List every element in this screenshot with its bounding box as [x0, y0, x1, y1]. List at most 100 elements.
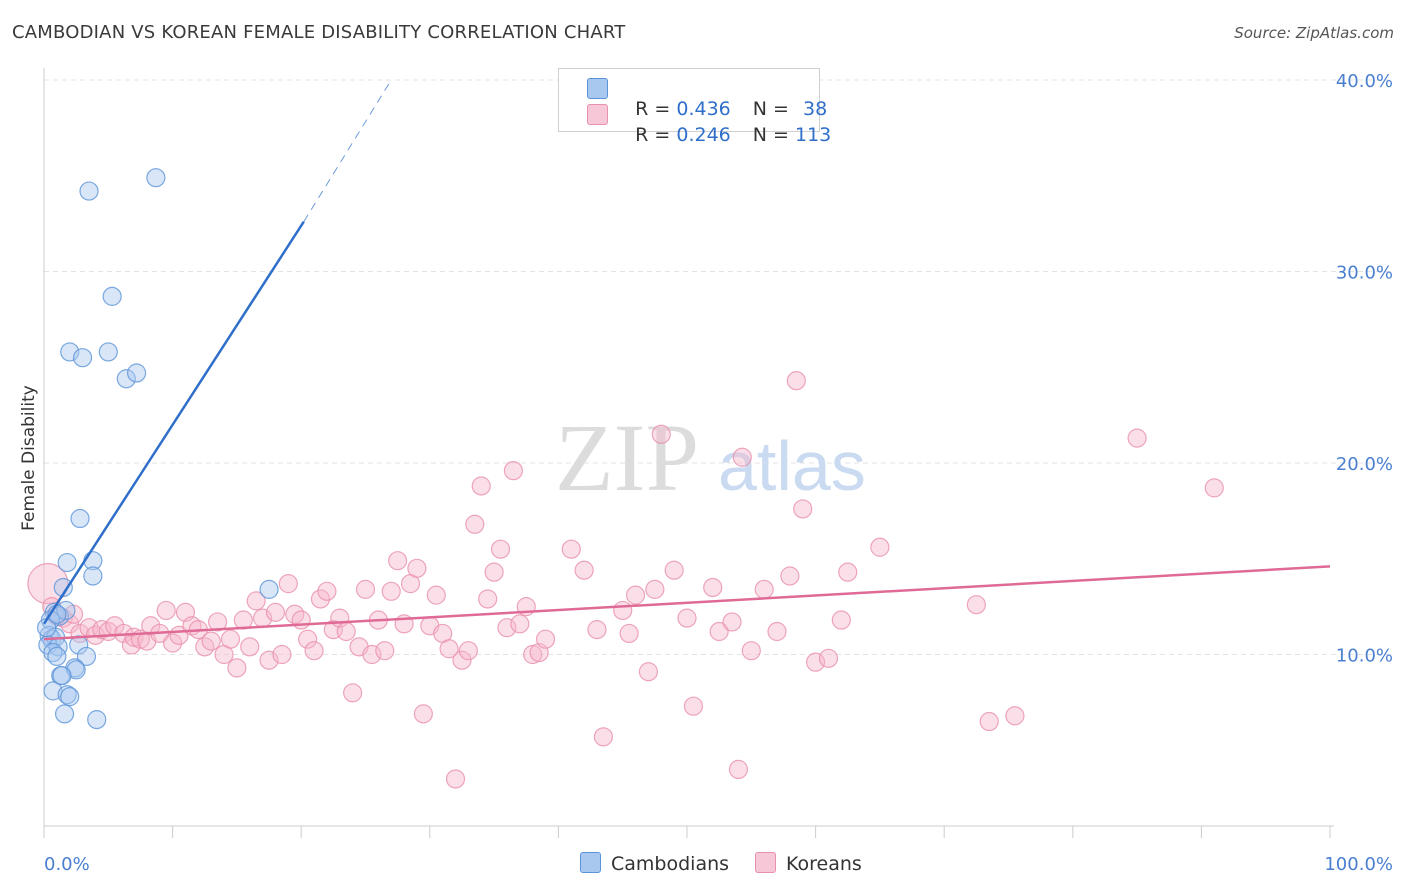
cambodian-point — [72, 348, 93, 368]
cambodian-point — [76, 646, 97, 667]
cambodian-point — [116, 369, 136, 389]
korean-point — [413, 704, 433, 724]
korean-point — [272, 644, 292, 665]
korean-point — [728, 759, 749, 780]
korean-point — [510, 614, 530, 634]
korean-point — [677, 608, 697, 628]
korean-point — [265, 602, 286, 622]
korean-point — [317, 581, 337, 601]
cambodian-point — [60, 687, 80, 707]
korean-point — [355, 579, 376, 599]
korean-point — [246, 591, 266, 611]
korean-point — [304, 641, 324, 661]
korean-point — [683, 696, 704, 716]
cambodian-point — [52, 665, 72, 686]
korean-point — [780, 566, 800, 586]
legend-swatch-blue — [580, 852, 601, 873]
korean-point — [613, 600, 633, 621]
korean-point — [587, 620, 607, 640]
korean-point — [574, 560, 594, 580]
korean-point — [388, 551, 408, 571]
korean-point — [966, 595, 986, 615]
x-tick-label: 0.0% — [44, 854, 90, 875]
legend-r-value: 0.246 — [676, 124, 731, 146]
korean-point — [220, 629, 241, 649]
legend-swatch-pink — [587, 104, 608, 125]
legend-r-value: 0.436 — [676, 98, 731, 120]
cambodian-point — [98, 342, 118, 362]
korean-point — [1127, 428, 1147, 448]
korean-point — [343, 683, 363, 703]
korean-point — [497, 618, 517, 638]
cambodian-point — [57, 552, 77, 573]
trend-lines — [42, 79, 1331, 641]
y-tick-label: 40.0% — [1336, 71, 1393, 92]
legend-n-value: 113 — [795, 124, 832, 146]
korean-point — [786, 371, 806, 391]
korean-point — [651, 424, 671, 444]
chart-source: Source: ZipAtlas.com — [1234, 24, 1394, 42]
korean-point — [818, 648, 839, 668]
legend-label-koreans: Koreans — [786, 853, 862, 875]
stats-legend: R = 0.436 N = 38 R = 0.246 N = 113 — [558, 68, 831, 146]
korean-point — [27, 563, 69, 605]
korean-point — [838, 562, 858, 582]
cambodian-point — [54, 704, 75, 724]
legend-label-cambodians: Cambodians — [611, 853, 730, 875]
korean-point — [709, 621, 729, 642]
korean-point — [831, 610, 851, 630]
legend-row-koreans: R = 0.246 N = 113 — [587, 102, 831, 146]
korean-point — [278, 574, 298, 594]
cambodian-point — [146, 168, 166, 188]
korean-point — [722, 612, 742, 632]
korean-point — [336, 621, 356, 642]
korean-point — [227, 658, 247, 678]
korean-point — [561, 539, 581, 559]
korean-point — [156, 600, 176, 621]
korean-point — [458, 641, 478, 661]
korean-point — [767, 621, 787, 642]
korean-point — [439, 639, 459, 659]
korean-point — [793, 499, 813, 519]
korean-point — [664, 560, 684, 580]
korean-point — [240, 637, 260, 657]
legend-swatch-pink — [755, 852, 776, 873]
y-tick-label: 30.0% — [1336, 263, 1393, 284]
korean-point — [732, 447, 752, 467]
korean-point — [208, 612, 228, 632]
korean-point — [754, 579, 774, 599]
korean-point — [593, 727, 614, 747]
cambodian-point — [43, 681, 63, 701]
watermark-zip: ZIP — [555, 404, 699, 511]
korean-point — [426, 585, 446, 605]
korean-point — [535, 629, 556, 649]
cambodian-point — [102, 286, 122, 306]
korean-point — [163, 633, 183, 653]
korean-point — [291, 610, 311, 630]
korean-trend-line — [43, 565, 1331, 641]
cambodian-point — [47, 646, 67, 667]
cambodian-point — [69, 635, 89, 655]
legend-r-label: R = — [635, 98, 677, 120]
korean-point — [1204, 478, 1224, 498]
korean-point — [979, 711, 999, 732]
cambodian-point — [259, 579, 279, 599]
korean-point — [484, 562, 504, 582]
korean-point — [638, 662, 659, 682]
korean-point — [445, 769, 466, 789]
korean-point — [298, 629, 318, 649]
legend-item-koreans: Koreans — [755, 852, 862, 875]
axes — [43, 68, 1334, 827]
korean-point — [310, 589, 331, 609]
korean-point — [201, 631, 221, 651]
cambodian-trend-line — [42, 221, 305, 625]
korean-point — [465, 514, 485, 534]
legend-item-cambodians: Cambodians — [580, 852, 729, 875]
watermark: ZIP atlas — [555, 404, 866, 511]
legend-n-value: 38 — [803, 98, 828, 120]
y-axis-label: Female Disability — [19, 385, 39, 531]
korean-point — [452, 650, 472, 670]
korean-point — [741, 641, 761, 661]
korean-point — [503, 461, 523, 481]
cambodian-point — [126, 363, 147, 383]
